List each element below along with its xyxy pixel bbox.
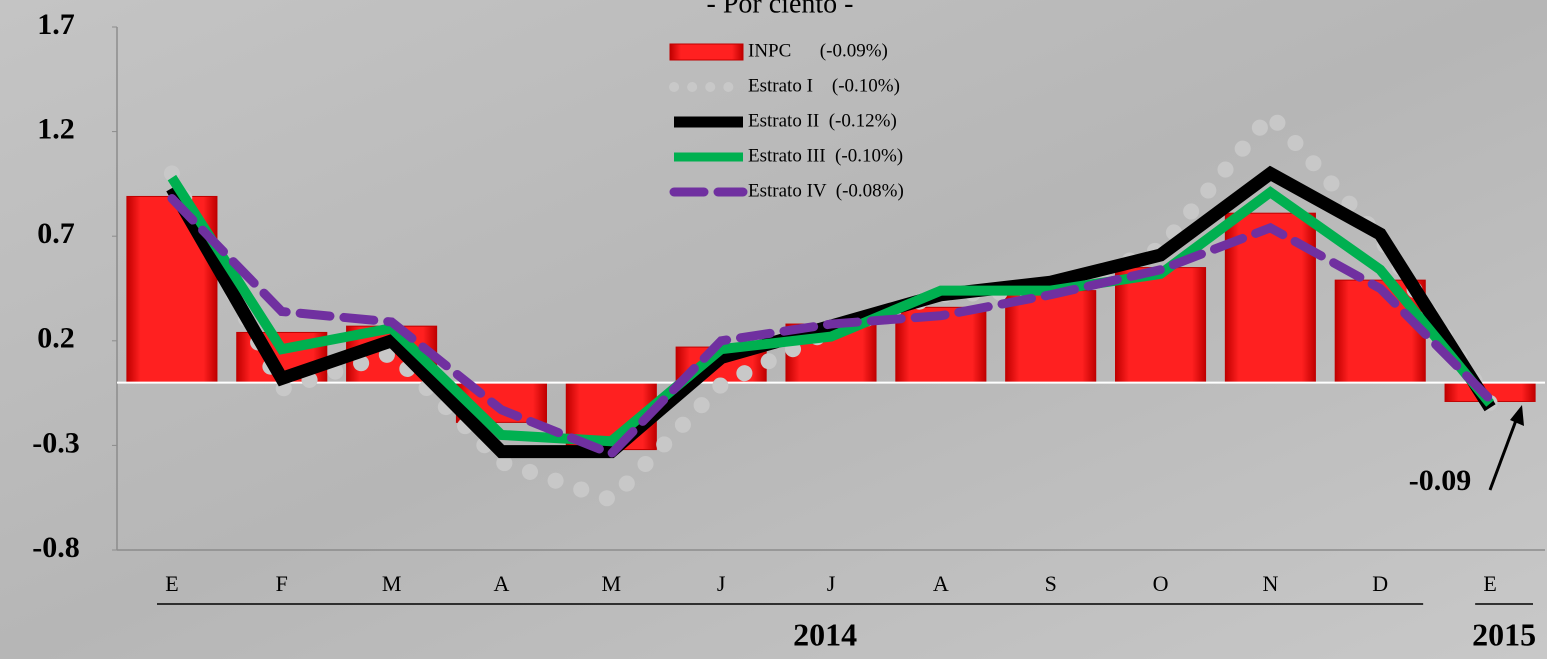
x-tick-label: N [1262,571,1278,596]
bar [1116,268,1206,383]
x-tick-label: A [494,571,510,596]
x-tick-label: E [165,571,178,596]
year-label: 2015 [1472,616,1536,652]
x-tick-label: E [1483,571,1496,596]
y-tick-label: -0.3 [32,426,80,459]
x-tick-label: A [933,571,949,596]
legend-label: Estrato II (-0.12%) [748,110,897,131]
x-tick-label: S [1045,571,1057,596]
y-tick-label: -0.8 [32,531,80,564]
legend-label: INPC (-0.09%) [748,40,888,61]
x-tick-label: F [276,571,288,596]
x-tick-label: M [382,571,402,596]
x-tick-label: D [1372,571,1388,596]
y-tick-label: 1.2 [37,112,75,145]
x-tick-label: O [1153,571,1169,596]
chart: - Por ciento - 1.7 1.2 0.7 0.2 -0.3 -0.8 E F M A M… [0,0,1547,659]
legend-label: Estrato III (-0.10%) [748,145,903,166]
x-tick-label: M [602,571,622,596]
legend-label: Estrato IV (-0.08%) [748,180,904,201]
data-label: -0.09 [1409,464,1472,497]
legend-swatch [670,44,743,60]
x-tick-label: J [827,571,836,596]
legend-label: Estrato I (-0.10%) [748,75,900,96]
y-tick-label: 0.2 [37,322,75,355]
page: - Por ciento - 1.7 1.2 0.7 0.2 -0.3 -0.8 E F M A M… [0,0,1547,659]
subtitle: - Por ciento - [707,0,854,19]
year-label: 2014 [793,616,857,652]
y-tick-label: 0.7 [37,217,75,250]
x-tick-label: J [717,571,726,596]
y-tick-label: 1.7 [37,8,75,41]
